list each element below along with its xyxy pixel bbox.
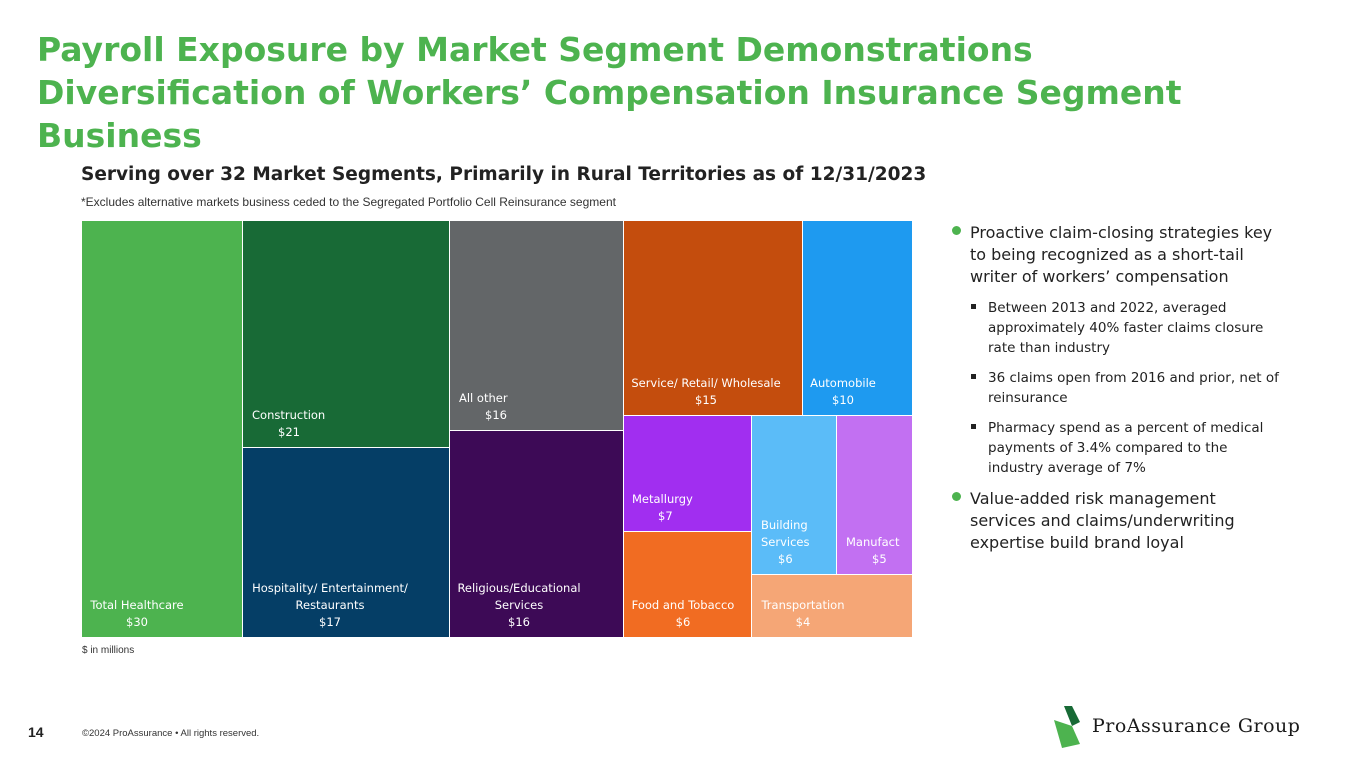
treemap-cell-label: Manufact $5 <box>846 535 900 566</box>
treemap-cell-label: All other $16 <box>459 391 508 422</box>
treemap-cell <box>624 532 751 637</box>
treemap-cell <box>82 221 242 637</box>
treemap-cell <box>243 221 449 447</box>
bullet-text: Proactive claim-closing strategies key t… <box>970 223 1273 286</box>
bullet-dot-icon <box>952 492 961 501</box>
treemap-cell-label: Construction $21 <box>252 408 325 439</box>
treemap-cell <box>450 221 623 430</box>
bullet-item: Proactive claim-closing strategies key t… <box>952 222 1282 288</box>
square-bullet-icon <box>971 424 976 429</box>
treemap-cell <box>752 575 912 637</box>
page-title: Payroll Exposure by Market Segment Demon… <box>37 30 1182 155</box>
square-bullet-icon <box>971 374 976 379</box>
treemap-cell-label: Hospitality/ Entertainment/Restaurants $1… <box>252 581 408 629</box>
treemap-cell <box>837 416 912 574</box>
treemap-cell-label: Building Services $6 <box>761 518 810 566</box>
unit-note: $ in millions <box>82 645 135 656</box>
treemap-cell <box>803 221 912 415</box>
bullet-text: Value-added risk management services and… <box>970 489 1235 552</box>
treemap-cell-label: Religious/Educational Services $16 <box>457 581 580 629</box>
treemap-cell-label: Service/ Retail/ Wholesale $15 <box>631 376 780 407</box>
sub-bullet-text: 36 claims open from 2016 and prior, net … <box>988 370 1279 406</box>
treemap-cell-label: Transportation $4 <box>760 598 844 629</box>
bullet-list: Proactive claim-closing strategies key t… <box>952 222 1282 554</box>
treemap-cell <box>624 416 751 531</box>
sub-bullet-item: Between 2013 and 2022, averaged approxim… <box>952 298 1282 358</box>
square-bullet-icon <box>971 304 976 309</box>
bullet-item: Value-added risk management services and… <box>952 488 1282 554</box>
treemap-cell-label: Automobile $10 <box>810 376 876 407</box>
treemap-cell <box>450 431 623 637</box>
page-number: 14 <box>28 724 44 740</box>
company-logo: ProAssurance Group <box>1050 704 1330 748</box>
copyright-text: ©2024 ProAssurance • All rights reserved… <box>82 728 260 739</box>
chart-footnote: *Excludes alternative markets business c… <box>81 195 616 209</box>
treemap-cell <box>752 416 836 574</box>
logo-text: ProAssurance Group <box>1092 715 1301 737</box>
proassurance-leaf-icon <box>1054 706 1080 748</box>
chart-subtitle: Serving over 32 Market Segments, Primari… <box>81 164 927 185</box>
bullet-dot-icon <box>952 226 961 235</box>
treemap-cell-label: Total Healthcare $30 <box>89 598 183 629</box>
sub-bullet-text: Pharmacy spend as a percent of medical p… <box>988 420 1264 476</box>
sub-bullet-item: Pharmacy spend as a percent of medical p… <box>952 418 1282 478</box>
treemap-cell <box>243 448 449 637</box>
treemap-cell <box>624 221 802 415</box>
treemap-cell-label: Food and Tobacco $6 <box>632 598 735 629</box>
treemap-cell-label: Metallurgy $7 <box>632 492 693 523</box>
sub-bullet-text: Between 2013 and 2022, averaged approxim… <box>988 300 1264 356</box>
sub-bullet-item: 36 claims open from 2016 and prior, net … <box>952 368 1282 408</box>
